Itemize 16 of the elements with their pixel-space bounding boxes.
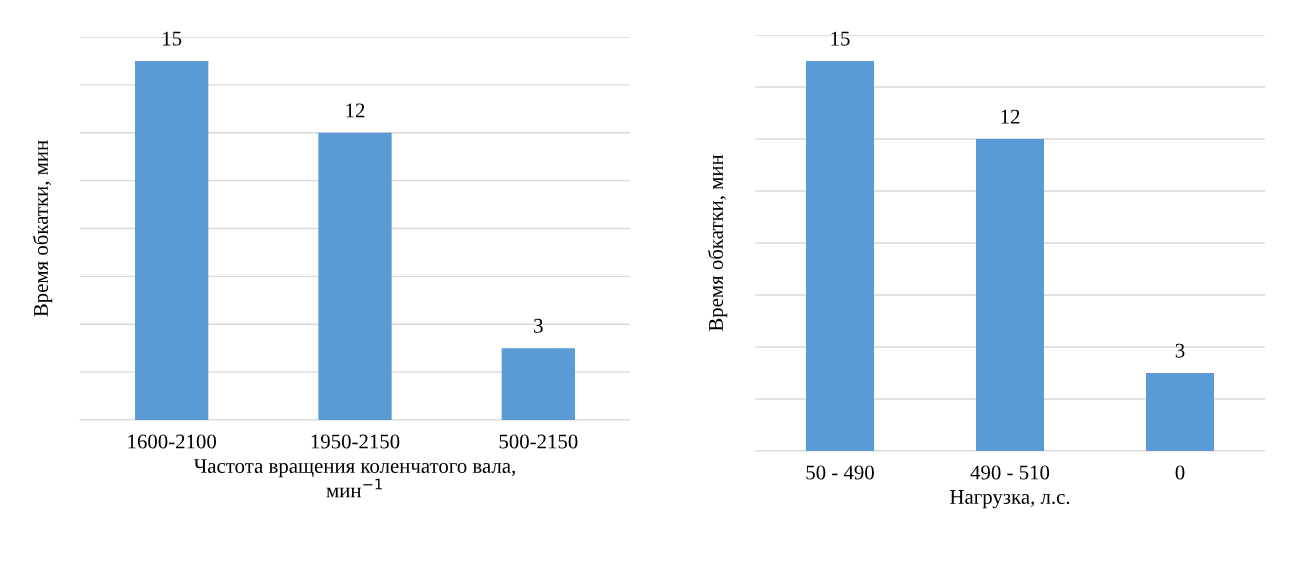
data-label: 12 [1001, 109, 1020, 124]
x-axis-title: Частота вращения коленчатого вала, мин$^{−1}$ [193, 459, 515, 498]
y-axis-title: Время обкатки, мин [32, 140, 53, 317]
data-label: 15 [831, 31, 850, 46]
data-label: 3 [1175, 343, 1185, 358]
x-tick-label: 490 - 510 [970, 465, 1050, 480]
data-label: 15 [163, 31, 182, 46]
data-label: 3 [534, 318, 543, 333]
x-tick-label: 50 - 490 [806, 465, 874, 480]
data-label: 12 [346, 103, 365, 118]
x-tick-label: 1950-2150 [311, 434, 400, 449]
y-axis-title: Время обкатки, мин [707, 154, 728, 332]
x-axis-title: Нагрузка, л.с. [950, 490, 1070, 509]
x-tick-label: 500-2150 [499, 434, 578, 449]
x-tick-label: 0 [1175, 465, 1185, 480]
x-tick-label: 1600-2100 [128, 434, 217, 449]
